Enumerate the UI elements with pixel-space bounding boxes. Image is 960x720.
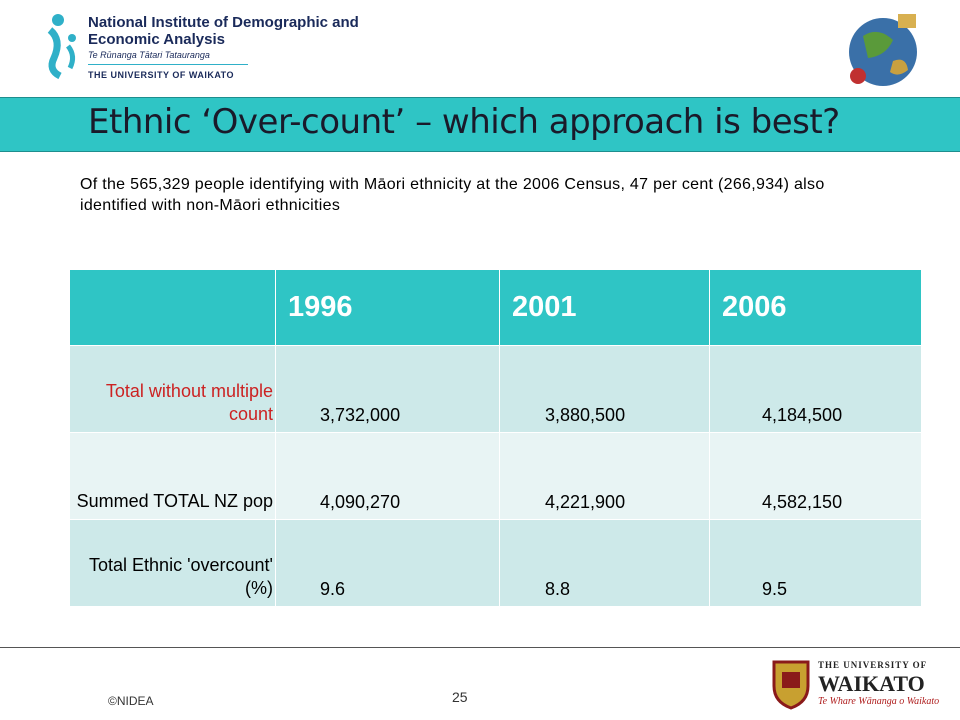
- row-label: Total without multiple count: [70, 345, 276, 433]
- nidea-logo-icon: [47, 14, 76, 80]
- copyright: ©NIDEA: [108, 694, 154, 708]
- column-header: 1996: [275, 270, 500, 346]
- cell: 8.8: [499, 519, 710, 606]
- cell: 9.5: [709, 519, 921, 606]
- data-table: 1996 2001 2006 Total without multiple co…: [70, 270, 921, 606]
- row-label: Summed TOTAL NZ pop: [70, 432, 276, 520]
- logo-top: THE UNIVERSITY OF: [818, 660, 928, 670]
- logo-rule: [88, 64, 248, 65]
- org-maori-name: Te Rūnanga Tātari Tatauranga: [88, 50, 210, 60]
- table-row: Total without multiple count 3,732,000 3…: [70, 345, 921, 433]
- table-row: Summed TOTAL NZ pop 4,090,270 4,221,900 …: [70, 432, 921, 520]
- cell: 9.6: [275, 519, 500, 606]
- slide-title: Ethnic ‘Over-count’ – which approach is …: [88, 102, 840, 142]
- intro-text: Of the 565,329 people identifying with M…: [80, 176, 825, 214]
- row-label: Total Ethnic 'overcount' (%): [70, 519, 276, 606]
- cell: 3,732,000: [275, 345, 500, 433]
- title-bar: [0, 97, 960, 152]
- page-number: 25: [452, 689, 468, 705]
- header-row: 1996 2001 2006: [70, 270, 921, 346]
- logo-motto: Te Whare Wānanga o Waikato: [818, 696, 940, 707]
- table-row: Total Ethnic 'overcount' (%) 9.6 8.8 9.5: [70, 519, 921, 606]
- waikato-crest: [772, 660, 810, 710]
- globe-graphic: [849, 14, 917, 86]
- cell: 4,090,270: [275, 432, 500, 520]
- cell: 4,184,500: [709, 345, 921, 433]
- cell: 4,221,900: [499, 432, 710, 520]
- footer-rule: [0, 647, 960, 648]
- column-header: 2006: [709, 270, 921, 346]
- org-name: National Institute of Demographic and Ec…: [88, 14, 359, 48]
- org-university: THE UNIVERSITY OF WAIKATO: [88, 70, 235, 80]
- header-empty: [70, 270, 276, 346]
- column-header: 2001: [499, 270, 710, 346]
- logo-name: WAIKATO: [818, 671, 925, 696]
- cell: 3,880,500: [499, 345, 710, 433]
- cell: 4,582,150: [709, 432, 921, 520]
